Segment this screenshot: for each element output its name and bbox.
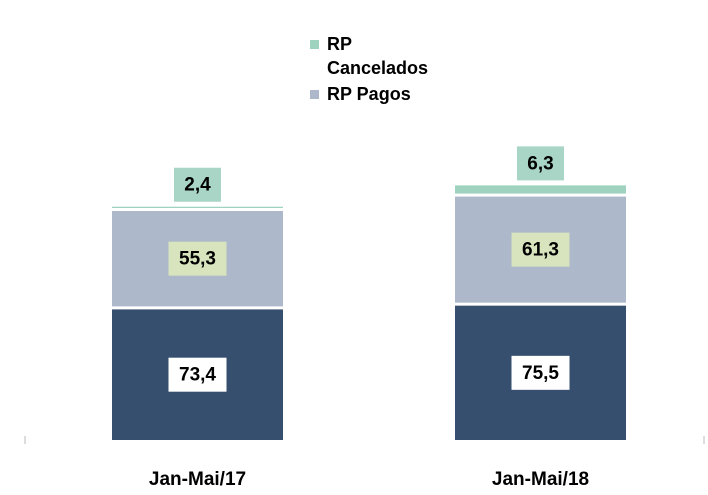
data-label: 2,4 — [184, 175, 211, 196]
data-label: 6,3 — [527, 153, 553, 174]
label-box — [168, 357, 227, 392]
x-tick-label: Jan-Mai/18 — [492, 469, 589, 490]
bar-segment — [455, 185, 626, 194]
data-label: 61,3 — [522, 240, 559, 261]
legend-item: RP Cancelados — [310, 32, 437, 80]
legend-label: RP Cancelados — [327, 34, 429, 78]
label-box — [511, 355, 570, 390]
label-box — [511, 232, 570, 267]
bar-segment — [112, 206, 283, 209]
data-label: 73,4 — [179, 365, 216, 386]
legend-label: RP Pagos — [327, 84, 411, 104]
legend-swatch — [310, 90, 319, 99]
legend-swatch — [310, 40, 319, 49]
data-label: 75,5 — [522, 363, 559, 384]
legend-item: RP Pagos — [310, 82, 437, 106]
x-tick-label: Jan-Mai/17 — [149, 469, 246, 490]
data-label: 55,3 — [179, 249, 216, 270]
label-box — [174, 167, 221, 202]
label-box — [168, 241, 227, 276]
label-box — [517, 146, 564, 181]
legend: RP Cancelados RP Pagos — [310, 32, 437, 108]
